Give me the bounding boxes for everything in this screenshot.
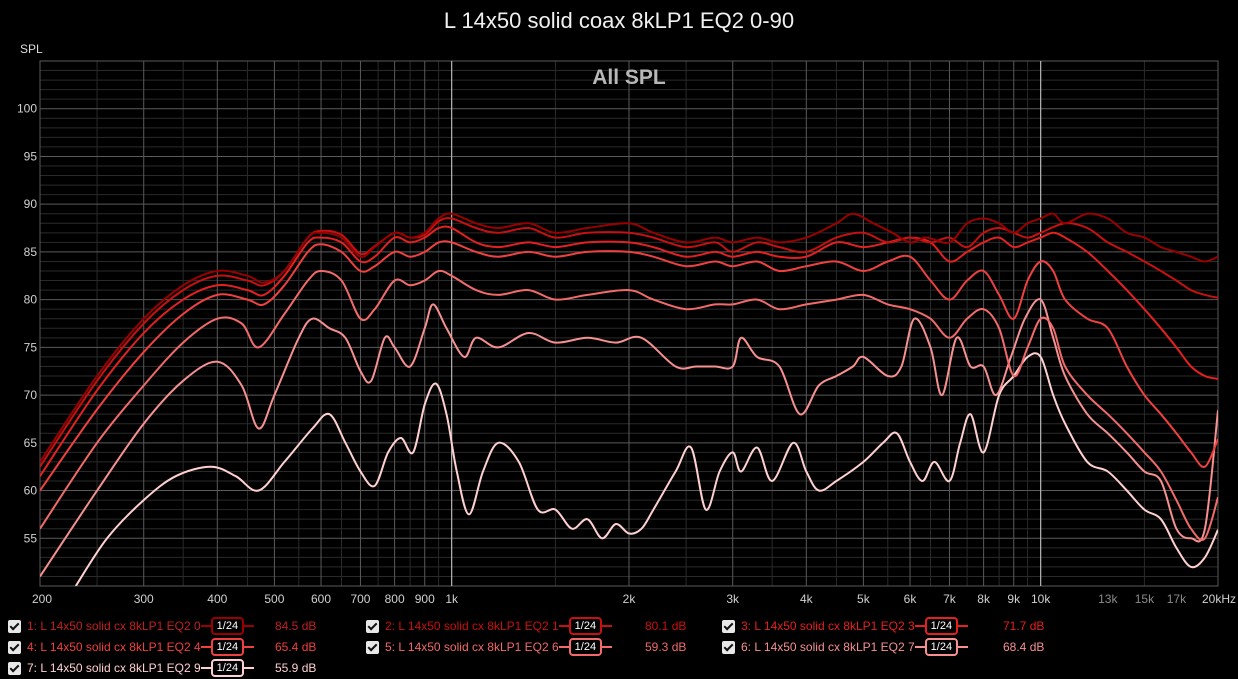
x-tick-label: 9k [1007, 592, 1021, 606]
legend-line-swatch [558, 646, 569, 648]
legend-line-swatch [244, 646, 255, 648]
legend-line-swatch [244, 625, 255, 627]
x-tick-labels: 200 300 400 500 600 700 800 900 1k 2k 3k 4k 5k 6k 7k 8k… [32, 592, 1236, 606]
x-tick-label: 15k [1135, 592, 1155, 606]
legend-line-swatch [914, 625, 925, 627]
x-tick-label: 13k [1098, 592, 1118, 606]
y-tick-label: 55 [24, 531, 38, 545]
series-lines [40, 212, 1218, 586]
y-tick-label: 100 [17, 102, 37, 116]
checkbox-icon[interactable] [8, 640, 21, 654]
legend-item-label: 7: L 14x50 solid cx 8kLP1 EQ2 9 [27, 661, 201, 675]
legend-item[interactable]: 5: L 14x50 solid cx 8kLP1 EQ2 6 1/24 [366, 637, 613, 657]
x-tick-label: 900 [415, 592, 435, 606]
legend-item-value: 71.7 dB [1003, 619, 1045, 633]
x-tick-label: 7k [943, 592, 957, 606]
smoothing-badge[interactable]: 1/24 [210, 617, 245, 635]
y-tick-labels: 55 60 65 70 75 80 85 90 95 100 [17, 102, 37, 546]
window-title: L 14x50 solid coax 8kLP1 EQ2 0-90 [443, 8, 795, 33]
x-tick-label: 2k [623, 592, 637, 606]
legend-item-label: 3: L 14x50 solid cx 8kLP1 EQ2 3 [741, 619, 915, 633]
smoothing-badge[interactable]: 1/24 [924, 617, 959, 635]
legend-line-swatch [958, 646, 969, 648]
y-tick-label: 85 [24, 245, 38, 259]
checkbox-icon[interactable] [366, 619, 379, 633]
legend-item-value: 59.3 dB [645, 640, 687, 654]
legend: 1: L 14x50 solid cx 8kLP1 EQ2 0 1/24 84.5 … [0, 612, 1238, 679]
legend-line-swatch [958, 625, 969, 627]
legend-item-label: 6: L 14x50 solid cx 8kLP1 EQ2 7 [741, 640, 915, 654]
y-tick-label: 65 [24, 436, 38, 450]
legend-line-swatch [602, 646, 613, 648]
checkbox-icon[interactable] [8, 619, 21, 633]
legend-line-swatch [200, 646, 211, 648]
series-line [40, 212, 1218, 463]
legend-line-swatch [200, 667, 211, 669]
x-tick-label: 400 [207, 592, 227, 606]
series-line [40, 269, 1218, 541]
x-tick-label: 700 [350, 592, 370, 606]
series-line [40, 298, 1218, 578]
checkbox-icon[interactable] [722, 640, 735, 654]
y-tick-label: 90 [24, 197, 38, 211]
x-tick-label: 4k [800, 592, 814, 606]
smoothing-badge[interactable]: 1/24 [568, 638, 603, 656]
x-tick-label: 6k [904, 592, 918, 606]
x-tick-label: 20kHz [1202, 592, 1236, 606]
legend-item-value: 84.5 dB [275, 619, 317, 633]
x-tick-label: 600 [311, 592, 331, 606]
grid-major [39, 60, 1219, 587]
legend-item-label: 2: L 14x50 solid cx 8kLP1 EQ2 1 [385, 619, 559, 633]
x-tick-label: 17k [1167, 592, 1187, 606]
series-line [40, 225, 1218, 477]
series-line [74, 352, 1218, 586]
legend-item[interactable]: 3: L 14x50 solid cx 8kLP1 EQ2 3 1/24 [722, 616, 969, 636]
legend-item[interactable]: 4: L 14x50 solid cx 8kLP1 EQ2 4 1/24 [8, 637, 255, 657]
x-tick-label: 500 [264, 592, 284, 606]
series-line [40, 240, 1218, 492]
legend-line-swatch [914, 646, 925, 648]
x-tick-label: 200 [32, 592, 52, 606]
legend-item[interactable]: 2: L 14x50 solid cx 8kLP1 EQ2 1 1/24 [366, 616, 613, 636]
x-tick-label: 1k [445, 592, 459, 606]
smoothing-badge[interactable]: 1/24 [210, 659, 245, 677]
legend-item-value: 80.1 dB [645, 619, 687, 633]
legend-item-label: 4: L 14x50 solid cx 8kLP1 EQ2 4 [27, 640, 201, 654]
legend-item-label: 5: L 14x50 solid cx 8kLP1 EQ2 6 [385, 640, 559, 654]
legend-item[interactable]: 6: L 14x50 solid cx 8kLP1 EQ2 7 1/24 [722, 637, 969, 657]
checkbox-icon[interactable] [722, 619, 735, 633]
legend-line-swatch [244, 667, 255, 669]
y-tick-label: 95 [24, 149, 38, 163]
y-tick-label: 60 [24, 484, 38, 498]
x-tick-label: 5k [857, 592, 871, 606]
checkbox-icon[interactable] [8, 661, 21, 675]
smoothing-badge[interactable]: 1/24 [924, 638, 959, 656]
checkbox-icon[interactable] [366, 640, 379, 654]
legend-line-swatch [200, 625, 211, 627]
legend-item[interactable]: 7: L 14x50 solid cx 8kLP1 EQ2 9 1/24 [8, 658, 255, 678]
y-axis-label: SPL [20, 42, 43, 56]
legend-line-swatch [602, 625, 613, 627]
smoothing-badge[interactable]: 1/24 [210, 638, 245, 656]
legend-item-value: 65.4 dB [275, 640, 317, 654]
y-tick-label: 75 [24, 340, 38, 354]
legend-item[interactable]: 1: L 14x50 solid cx 8kLP1 EQ2 0 1/24 [8, 616, 255, 636]
y-tick-label: 70 [24, 388, 38, 402]
legend-line-swatch [558, 625, 569, 627]
x-tick-label: 10k [1031, 592, 1051, 606]
x-tick-label: 300 [134, 592, 154, 606]
x-tick-label: 3k [726, 592, 740, 606]
chart-title: All SPL [592, 66, 666, 89]
x-tick-label: 8k [977, 592, 991, 606]
y-tick-label: 80 [24, 293, 38, 307]
legend-item-value: 55.9 dB [275, 661, 317, 675]
legend-item-label: 1: L 14x50 solid cx 8kLP1 EQ2 0 [27, 619, 201, 633]
smoothing-badge[interactable]: 1/24 [568, 617, 603, 635]
legend-item-value: 68.4 dB [1003, 640, 1045, 654]
x-tick-label: 800 [385, 592, 405, 606]
cursor-lines [451, 61, 1042, 586]
